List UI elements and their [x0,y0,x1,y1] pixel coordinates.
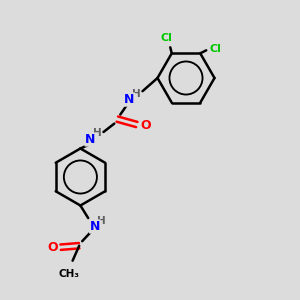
Text: O: O [47,241,58,254]
Text: O: O [140,119,151,133]
Text: Cl: Cl [210,44,222,54]
Text: H: H [131,88,140,99]
Text: Cl: Cl [160,33,172,43]
Text: CH₃: CH₃ [59,268,80,279]
Text: H: H [97,216,106,226]
Text: H: H [92,128,101,139]
Text: N: N [90,220,100,233]
Text: N: N [85,133,95,146]
Text: N: N [124,93,134,106]
